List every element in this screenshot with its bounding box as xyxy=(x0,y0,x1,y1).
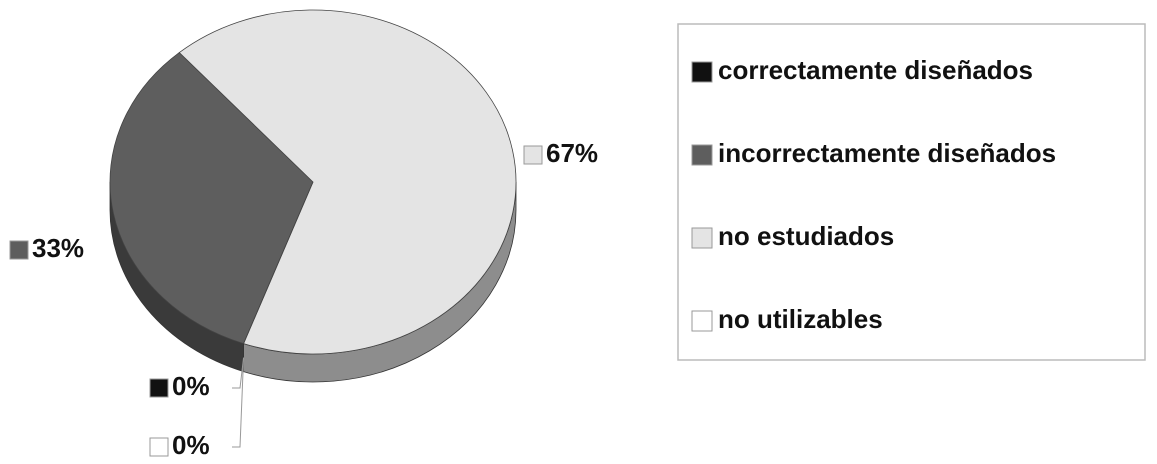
legend-label: no utilizables xyxy=(718,304,883,334)
pie-slice xyxy=(109,52,314,345)
data-label: 67% xyxy=(546,138,598,168)
legend-swatch xyxy=(691,310,713,332)
legend-label: incorrectamente diseñados xyxy=(718,138,1056,168)
legend-label: no estudiados xyxy=(718,221,894,251)
label-swatch xyxy=(149,378,169,398)
label-swatch xyxy=(523,145,543,165)
leader-line xyxy=(232,357,245,448)
legend-box xyxy=(677,23,1146,361)
legend-swatch xyxy=(691,227,713,249)
pie-slice xyxy=(178,9,517,355)
label-swatch xyxy=(9,240,29,260)
data-label: 0% xyxy=(172,430,210,460)
label-swatch xyxy=(149,437,169,457)
data-label: 33% xyxy=(32,233,84,263)
legend-swatch xyxy=(691,61,713,83)
legend-label: correctamente diseñados xyxy=(718,55,1033,85)
legend-swatch xyxy=(691,144,713,166)
leader-line xyxy=(232,357,245,389)
data-label: 0% xyxy=(172,371,210,401)
pie-slice xyxy=(243,181,314,344)
